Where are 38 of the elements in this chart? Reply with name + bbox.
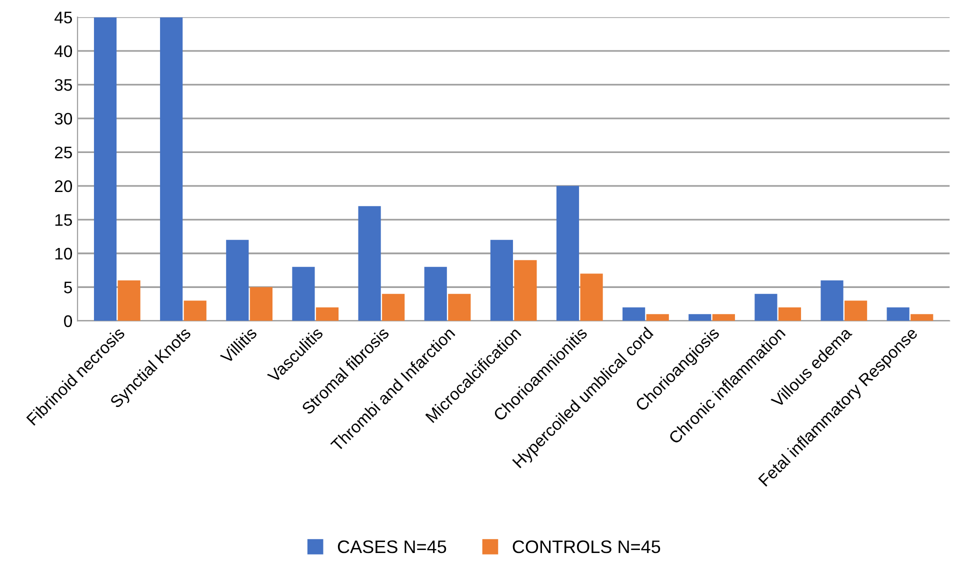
legend-label: CASES N=45: [338, 540, 446, 554]
bar: [556, 186, 580, 321]
bar: [622, 307, 646, 321]
bar: [382, 294, 405, 321]
bar: [688, 314, 712, 321]
bar: [226, 240, 249, 321]
bar: [424, 266, 447, 321]
bar: [94, 17, 117, 321]
bar: [292, 266, 315, 321]
y-tick-label: 15: [55, 214, 72, 226]
bar: [886, 307, 910, 321]
y-tick-label: 0: [64, 315, 72, 328]
bar: [160, 17, 183, 321]
bar: [910, 314, 934, 321]
bar: [514, 260, 537, 321]
bar: [754, 294, 778, 321]
bar: [778, 307, 802, 321]
bar: [646, 314, 669, 321]
bar: [712, 314, 735, 321]
bar: [316, 307, 339, 321]
y-tick-label: 30: [54, 112, 72, 125]
bar: [358, 206, 381, 321]
bar: [250, 287, 272, 321]
bar: [844, 300, 868, 321]
legend-label: CONTROLS N=45: [512, 540, 660, 554]
y-tick-label: 25: [54, 146, 72, 158]
y-tick-label: 20: [54, 180, 72, 192]
bar: [820, 280, 844, 321]
y-tick-label: 5: [64, 282, 72, 294]
y-tick-label: 40: [54, 45, 72, 58]
y-tick-label: 45: [54, 12, 72, 24]
bar: [448, 294, 471, 321]
bar: [580, 274, 603, 321]
bar: [490, 240, 513, 321]
bar: [118, 280, 140, 321]
bar: [184, 300, 206, 321]
y-tick-label: 35: [54, 79, 72, 91]
y-tick-label: 10: [55, 248, 72, 260]
